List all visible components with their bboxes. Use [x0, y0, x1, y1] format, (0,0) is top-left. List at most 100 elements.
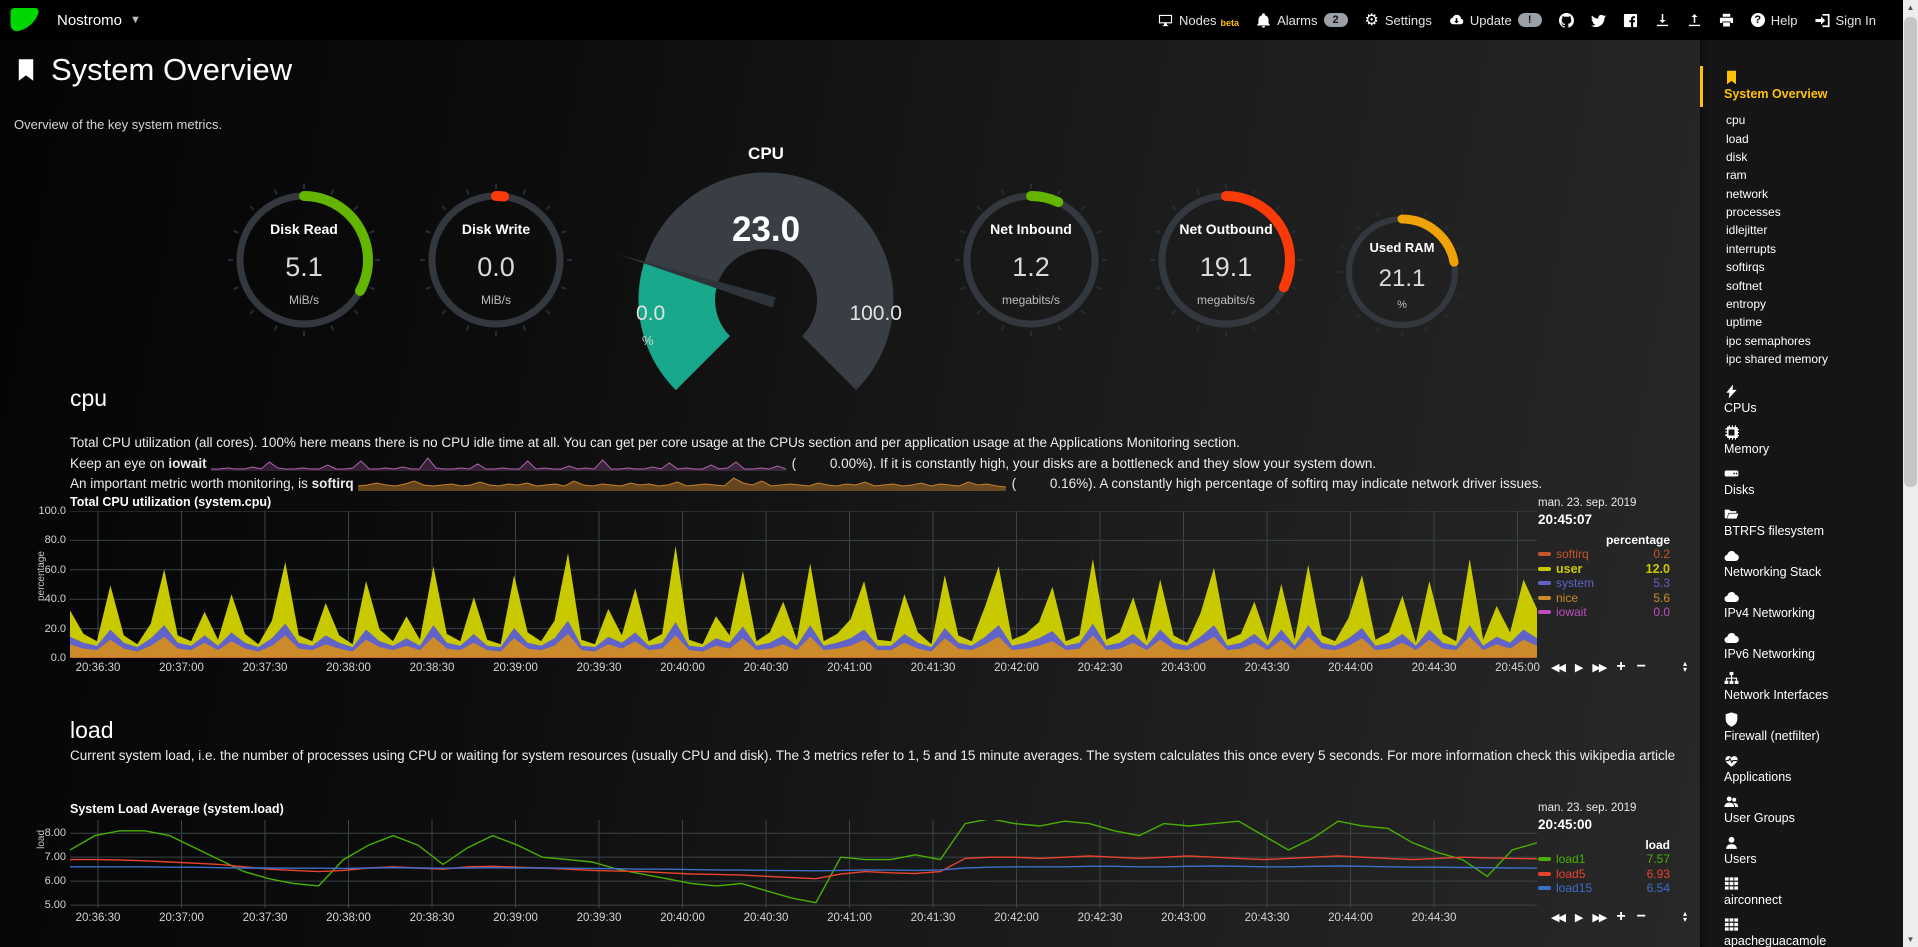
play-icon[interactable]: ▶: [1574, 911, 1584, 924]
gauge-used-ram[interactable]: Used RAM 21.1%: [1332, 202, 1472, 342]
scrollbar-thumb[interactable]: [1904, 17, 1917, 487]
sidebar-item-Firewall-(netfilter)[interactable]: Firewall (netfilter): [1700, 708, 1903, 749]
sidebar-item-ram[interactable]: ram: [1726, 168, 1747, 183]
sidebar-item-Users[interactable]: Users: [1700, 831, 1903, 872]
scroll-up-icon[interactable]: ▲: [1906, 3, 1915, 12]
gauge-unit: megabits/s: [1196, 293, 1256, 307]
legend-time: 20:45:07: [1538, 512, 1593, 527]
iowait-sparkline-chart[interactable]: [210, 454, 786, 471]
pan-forward-icon[interactable]: ▶▶: [1592, 661, 1607, 674]
sidebar-item-cpu[interactable]: cpu: [1726, 113, 1746, 128]
chart-plot-area[interactable]: [70, 820, 1537, 908]
softirq-sparkline-chart[interactable]: [357, 474, 1006, 491]
legend-row-load15[interactable]: load15 6.54: [1538, 881, 1670, 895]
nav-alarms[interactable]: Alarms 2: [1256, 13, 1348, 28]
sidebar-item-softnet[interactable]: softnet: [1726, 278, 1763, 293]
sidebar-item-interrupts[interactable]: interrupts: [1726, 241, 1777, 256]
nav-nodes[interactable]: Nodes beta: [1158, 12, 1239, 28]
nav-print[interactable]: [1719, 13, 1734, 28]
hostname-menu[interactable]: Nostromo ▼: [57, 0, 141, 40]
legend-row-nice[interactable]: nice 5.6: [1538, 591, 1670, 605]
hostname-label: Nostromo: [57, 11, 123, 29]
sidebar-item-airconnect[interactable]: airconnect: [1700, 872, 1903, 913]
chevron-down-icon: ▼: [130, 14, 141, 26]
sidebar-item-BTRFS-filesystem[interactable]: BTRFS filesystem: [1700, 503, 1903, 544]
zoom-out-icon[interactable]: −: [1636, 908, 1646, 925]
zoom-in-icon[interactable]: +: [1616, 658, 1626, 675]
pan-backward-icon[interactable]: ◀◀: [1551, 661, 1566, 674]
sidebar-item-ipc-shared-memory[interactable]: ipc shared memory: [1726, 352, 1829, 367]
legend-swatch: [1538, 857, 1551, 861]
legend-row-softirq[interactable]: softirq 0.2: [1538, 547, 1670, 561]
legend-row-iowait[interactable]: iowait 0.0: [1538, 605, 1670, 619]
help-icon: ?: [1750, 13, 1765, 27]
shield-icon: [1724, 712, 1739, 727]
sidebar-item-load[interactable]: load: [1726, 131, 1749, 146]
bookmark-icon: [1724, 70, 1739, 85]
sidebar-item-System-Overview[interactable]: System Overview: [1700, 66, 1903, 107]
pan-backward-icon[interactable]: ◀◀: [1551, 911, 1566, 924]
nav-help[interactable]: ? Help: [1750, 13, 1798, 28]
sidebar-item-Network-Interfaces[interactable]: Network Interfaces: [1700, 667, 1903, 708]
nav-update[interactable]: Update!: [1449, 13, 1542, 28]
cpu-gauge-unit: %: [642, 333, 654, 348]
sidebar-item-Applications[interactable]: Applications: [1700, 749, 1903, 790]
x-axis-tick-label: 20:40:00: [660, 912, 705, 924]
scrollbar[interactable]: ▲ ▼: [1903, 0, 1918, 947]
sidebar-item-IPv4-Networking[interactable]: IPv4 Networking: [1700, 585, 1903, 626]
sidebar-item-Networking-Stack[interactable]: Networking Stack: [1700, 544, 1903, 585]
legend-row-user[interactable]: user 12.0: [1538, 562, 1670, 576]
y-axis-tick-label: 7.00: [44, 851, 66, 864]
sidebar-item-Memory[interactable]: Memory: [1700, 421, 1903, 462]
legend-series-value: 6.93: [1646, 866, 1670, 881]
sidebar-item-IPv6-Networking[interactable]: IPv6 Networking: [1700, 626, 1903, 667]
zoom-in-icon[interactable]: +: [1616, 908, 1626, 925]
gauge-unit: MiB/s: [289, 293, 319, 307]
nav-facebook[interactable]: [1623, 13, 1638, 28]
nav-settings[interactable]: ⚙ Settings: [1365, 12, 1432, 28]
sidebar-item-Disks[interactable]: Disks: [1700, 462, 1903, 503]
gauge-net-inbound[interactable]: Net Inbound 1.2 megabits/s: [947, 176, 1115, 344]
sidebar-item-apacheguacamole[interactable]: apacheguacamole: [1700, 913, 1903, 947]
play-icon[interactable]: ▶: [1574, 661, 1584, 674]
sidebar-item-entropy[interactable]: entropy: [1726, 296, 1767, 311]
nav-import-snapshot[interactable]: [1687, 13, 1702, 28]
scroll-down-icon[interactable]: ▼: [1906, 935, 1915, 944]
sidebar-item-network[interactable]: network: [1726, 186, 1769, 201]
sidebar-item-softirqs[interactable]: softirqs: [1726, 260, 1765, 275]
gauge-disk-write[interactable]: Disk Write 0.0 MiB/s: [412, 176, 580, 344]
nav-twitter[interactable]: [1591, 13, 1606, 28]
gauge-value: 5.1: [285, 252, 323, 282]
cloud-icon: [1724, 548, 1739, 563]
hdd-icon: [1724, 466, 1739, 481]
nav-github[interactable]: [1559, 13, 1574, 28]
x-axis-tick-label: 20:42:00: [994, 662, 1039, 674]
nav-label: Update: [1469, 12, 1512, 28]
x-axis-tick-label: 20:41:00: [827, 662, 872, 674]
text: (: [791, 455, 797, 471]
sidebar-item-ipc-semaphores[interactable]: ipc semaphores: [1726, 333, 1811, 348]
legend-row-load1[interactable]: load1 7.57: [1538, 852, 1670, 866]
legend-row-system[interactable]: system 5.3: [1538, 576, 1670, 590]
nav-signin[interactable]: Sign In: [1815, 13, 1876, 28]
cpu-desc-line1: Total CPU utilization (all cores). 100% …: [70, 435, 1240, 450]
gauge-net-outbound[interactable]: Net Outbound 19.1 megabits/s: [1142, 176, 1310, 344]
zoom-out-icon[interactable]: −: [1636, 658, 1646, 675]
resize-icon[interactable]: ▴ ▾: [1683, 659, 1688, 674]
legend-row-load5[interactable]: load5 6.93: [1538, 867, 1670, 881]
sidebar-item-disk[interactable]: disk: [1726, 149, 1748, 164]
y-axis-tick-label: 5.00: [44, 899, 66, 912]
chart-plot-area[interactable]: [70, 511, 1537, 658]
legend-series-name: nice: [1556, 590, 1579, 605]
sidebar-item-idlejitter[interactable]: idlejitter: [1726, 223, 1768, 238]
sidebar-item-CPUs[interactable]: CPUs: [1700, 380, 1903, 421]
sidebar-item-uptime[interactable]: uptime: [1726, 315, 1763, 330]
sidebar-item-User-Groups[interactable]: User Groups: [1700, 790, 1903, 831]
pan-forward-icon[interactable]: ▶▶: [1592, 911, 1607, 924]
x-axis-tick-label: 20:44:30: [1411, 662, 1457, 674]
nav-export-snapshot[interactable]: [1655, 13, 1670, 28]
sidebar-item-processes[interactable]: processes: [1726, 205, 1781, 220]
gauge-disk-read[interactable]: Disk Read 5.1 MiB/s: [220, 176, 388, 344]
gauge-cpu[interactable]: CPU 23.0 0.0 100.0 %: [608, 136, 924, 391]
resize-icon[interactable]: ▴ ▾: [1683, 909, 1688, 924]
